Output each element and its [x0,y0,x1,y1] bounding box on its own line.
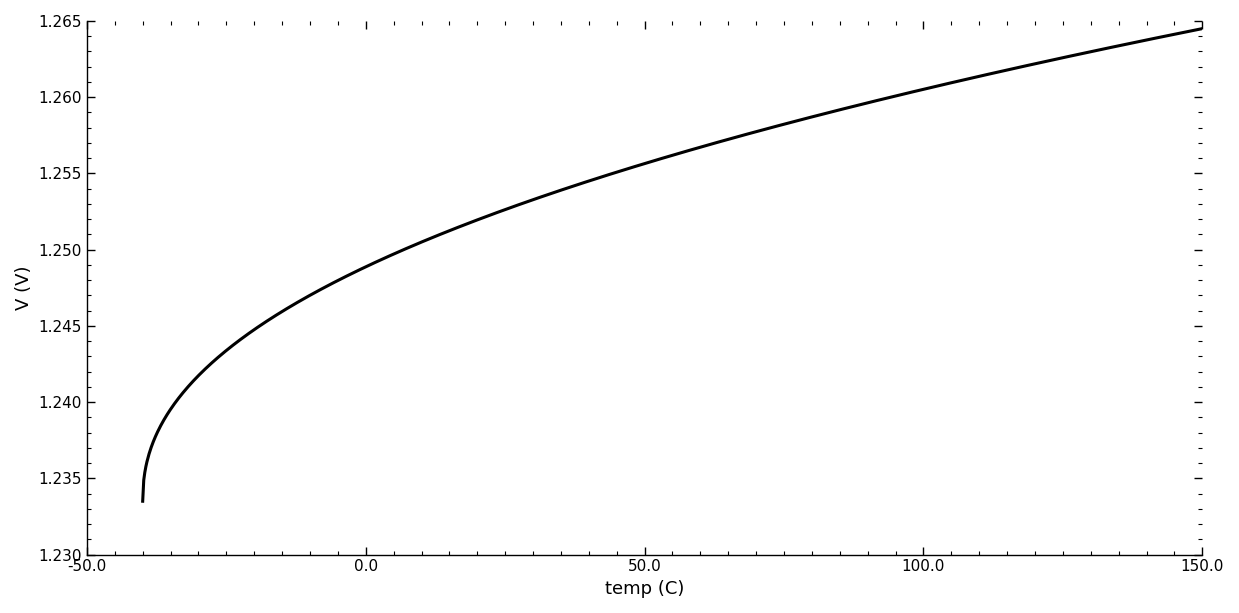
X-axis label: temp (C): temp (C) [605,580,684,598]
Y-axis label: V (V): V (V) [15,265,33,310]
